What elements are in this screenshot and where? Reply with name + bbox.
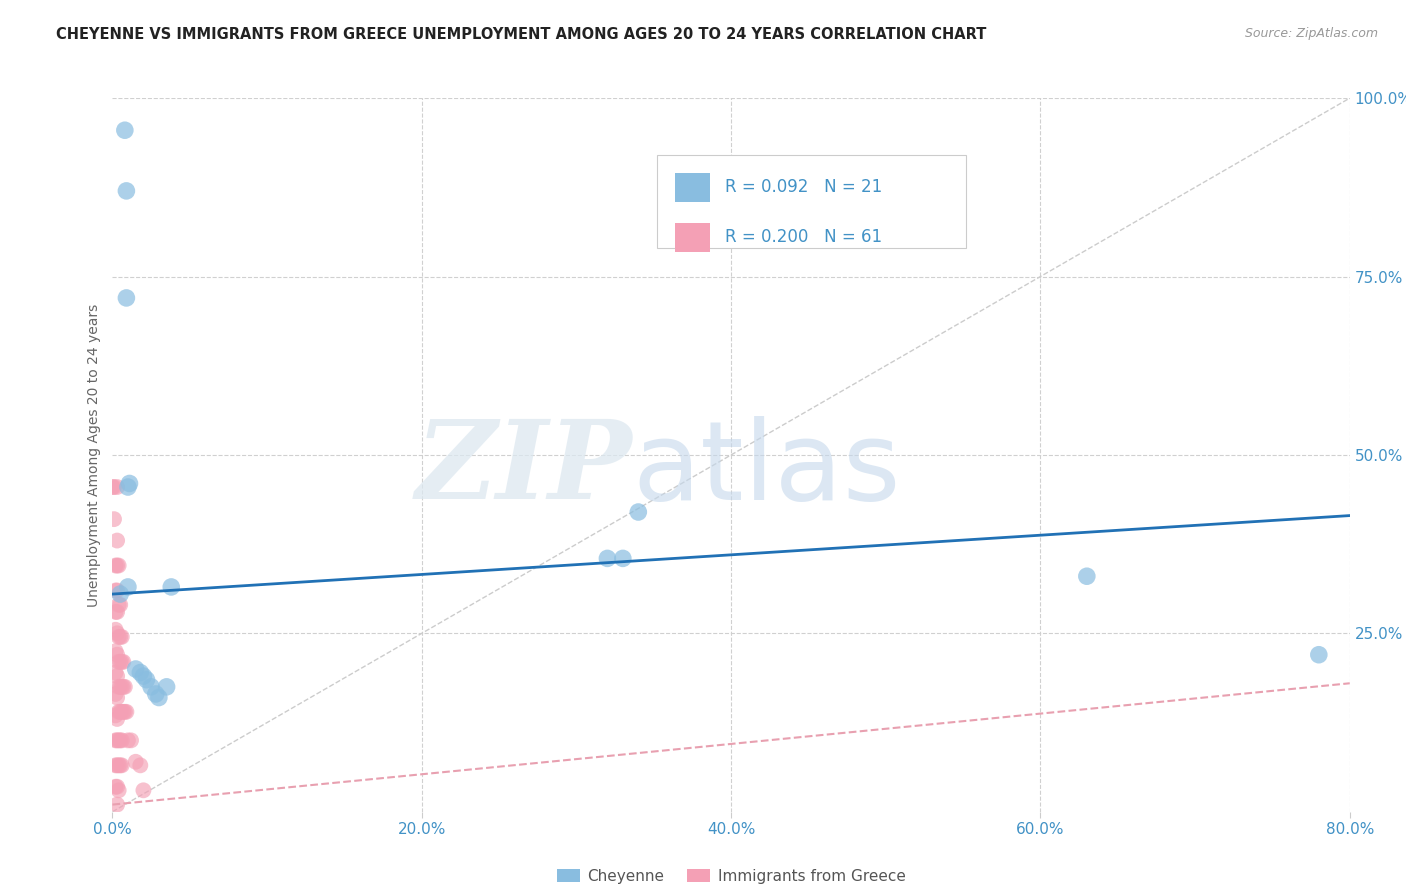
Text: Source: ZipAtlas.com: Source: ZipAtlas.com xyxy=(1244,27,1378,40)
Point xyxy=(112,680,135,694)
Point xyxy=(105,690,128,705)
Point xyxy=(112,655,135,669)
Point xyxy=(115,184,138,198)
Point xyxy=(110,587,132,601)
Y-axis label: Unemployment Among Ages 20 to 24 years: Unemployment Among Ages 20 to 24 years xyxy=(87,303,101,607)
Point xyxy=(132,669,155,683)
Point xyxy=(129,665,152,680)
Point xyxy=(124,755,148,769)
Point xyxy=(107,705,129,719)
Point xyxy=(111,758,134,772)
Point xyxy=(105,558,128,573)
Point xyxy=(104,623,127,637)
Point xyxy=(111,630,134,644)
Point xyxy=(111,733,134,747)
Text: CHEYENNE VS IMMIGRANTS FROM GREECE UNEMPLOYMENT AMONG AGES 20 TO 24 YEARS CORREL: CHEYENNE VS IMMIGRANTS FROM GREECE UNEMP… xyxy=(56,27,987,42)
Legend: Cheyenne, Immigrants from Greece: Cheyenne, Immigrants from Greece xyxy=(551,863,911,889)
Point xyxy=(1076,569,1098,583)
Point xyxy=(107,630,129,644)
Point xyxy=(132,783,155,797)
Point xyxy=(596,551,619,566)
Point xyxy=(627,505,650,519)
Point xyxy=(110,655,132,669)
Point xyxy=(104,665,127,680)
Point xyxy=(107,558,129,573)
Point xyxy=(104,558,127,573)
Point xyxy=(105,733,128,747)
Point xyxy=(105,583,128,598)
FancyBboxPatch shape xyxy=(675,223,710,252)
Point xyxy=(105,605,128,619)
Point xyxy=(148,690,170,705)
Point xyxy=(105,626,128,640)
Point xyxy=(110,758,132,772)
Point xyxy=(105,797,128,812)
Point xyxy=(114,705,136,719)
Point xyxy=(120,733,142,747)
Point xyxy=(105,669,128,683)
Point xyxy=(129,758,152,772)
Point xyxy=(105,712,128,726)
Point xyxy=(114,680,136,694)
Text: R = 0.200   N = 61: R = 0.200 N = 61 xyxy=(725,228,882,246)
Point xyxy=(111,705,134,719)
Point xyxy=(118,476,141,491)
Point xyxy=(117,733,139,747)
Point xyxy=(105,533,128,548)
Point xyxy=(110,705,132,719)
Point xyxy=(1308,648,1330,662)
Point xyxy=(145,687,167,701)
Point xyxy=(124,662,148,676)
Point xyxy=(104,780,127,794)
Point xyxy=(155,680,177,694)
Point xyxy=(115,291,138,305)
Text: atlas: atlas xyxy=(633,416,901,523)
Point xyxy=(101,480,124,494)
Point xyxy=(103,512,125,526)
Point xyxy=(104,605,127,619)
Point xyxy=(110,733,132,747)
Point xyxy=(107,733,129,747)
Point xyxy=(110,680,132,694)
Point xyxy=(111,655,134,669)
Point xyxy=(103,480,125,494)
Point xyxy=(160,580,183,594)
Point xyxy=(117,480,139,494)
Point xyxy=(114,123,136,137)
Point xyxy=(117,580,139,594)
Point xyxy=(107,598,129,612)
FancyBboxPatch shape xyxy=(657,155,966,248)
Point xyxy=(107,655,129,669)
Point xyxy=(110,598,132,612)
Point xyxy=(135,673,157,687)
Point xyxy=(105,480,128,494)
Point xyxy=(110,630,132,644)
Point xyxy=(107,680,129,694)
Point xyxy=(104,708,127,723)
Point xyxy=(104,687,127,701)
Point xyxy=(111,680,134,694)
Point xyxy=(115,705,138,719)
Text: ZIP: ZIP xyxy=(416,416,633,523)
Point xyxy=(612,551,634,566)
Point xyxy=(105,758,128,772)
Point xyxy=(104,583,127,598)
Point xyxy=(104,644,127,658)
Point xyxy=(105,780,128,794)
FancyBboxPatch shape xyxy=(675,173,710,202)
Point xyxy=(141,680,163,694)
Point xyxy=(104,758,127,772)
Point xyxy=(104,733,127,747)
Text: R = 0.092   N = 21: R = 0.092 N = 21 xyxy=(725,178,882,196)
Point xyxy=(112,705,135,719)
Point xyxy=(105,648,128,662)
Point xyxy=(107,758,129,772)
Point xyxy=(107,783,129,797)
